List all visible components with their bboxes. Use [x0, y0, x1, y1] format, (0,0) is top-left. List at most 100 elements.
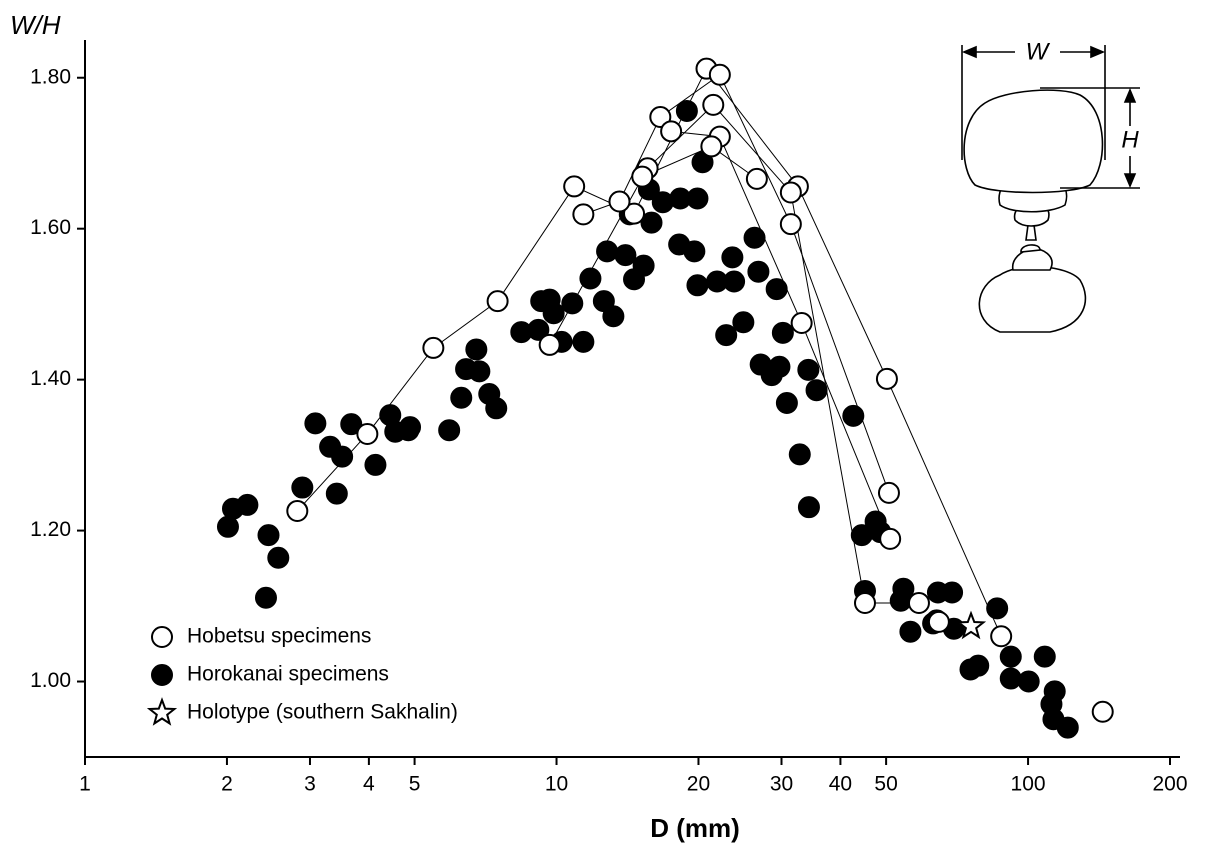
point [999, 645, 1022, 668]
point [438, 419, 461, 442]
x-tick-label: 20 [687, 773, 710, 796]
y-tick-label: 1.80 [30, 65, 71, 88]
point [356, 422, 379, 445]
point [236, 493, 259, 516]
point [1033, 645, 1056, 668]
point [899, 620, 922, 643]
point [291, 476, 314, 499]
point [779, 213, 802, 236]
point [907, 592, 930, 615]
inset-label-bg [1117, 126, 1143, 156]
point [1043, 680, 1066, 703]
inset-shell [963, 89, 1104, 194]
x-tick-label: 40 [829, 773, 852, 796]
point [331, 445, 354, 468]
point [579, 267, 602, 290]
point [465, 338, 488, 361]
point [747, 260, 770, 283]
point [853, 592, 876, 615]
point [986, 597, 1009, 620]
point [723, 270, 746, 293]
point [257, 524, 280, 547]
y-tick-label: 1.60 [30, 216, 71, 239]
x-tick-label: 10 [545, 773, 568, 796]
point [797, 358, 820, 381]
legend-label: Hobetsu specimens [187, 625, 371, 648]
legend-marker [151, 626, 173, 648]
point [538, 333, 561, 356]
point [768, 355, 791, 378]
point [842, 404, 865, 427]
x-tick-label: 2 [221, 773, 233, 796]
x-tick-label: 100 [1011, 773, 1046, 796]
point [623, 202, 646, 225]
inset-label-bg [1015, 40, 1060, 66]
point [572, 330, 595, 353]
point [364, 453, 387, 476]
point [675, 99, 698, 122]
legend-label: Horokanai specimens [187, 663, 389, 686]
inset-w-label: W [1026, 38, 1051, 65]
point [399, 416, 422, 439]
inset-diagram: W H [961, 38, 1143, 333]
point [486, 290, 509, 313]
point [875, 367, 898, 390]
inset-arrowhead [1123, 87, 1137, 189]
point [797, 496, 820, 519]
point [1091, 700, 1114, 723]
point [325, 482, 348, 505]
point [602, 305, 625, 328]
point [941, 581, 964, 604]
x-tick-label: 200 [1152, 773, 1187, 796]
track-line [296, 67, 1002, 637]
point [771, 321, 794, 344]
point [686, 274, 709, 297]
x-tick-label: 50 [874, 773, 897, 796]
x-tick-label: 1 [79, 773, 91, 796]
point [1017, 670, 1040, 693]
point [596, 240, 619, 263]
point [745, 167, 768, 190]
point [732, 311, 755, 334]
x-tick-label: 30 [770, 773, 793, 796]
x-tick-label: 5 [409, 773, 421, 796]
point [999, 667, 1022, 690]
point [779, 181, 802, 204]
y-tick-label: 1.20 [30, 518, 71, 541]
point [340, 413, 363, 436]
y-axis-title: W/H [10, 10, 61, 40]
x-tick-label: 4 [363, 773, 375, 796]
x-axis-title: D (mm) [650, 813, 740, 843]
point [877, 481, 900, 504]
point [700, 135, 723, 158]
point [889, 589, 912, 612]
point [561, 292, 584, 315]
inset-arrowhead [961, 45, 1106, 59]
point [267, 546, 290, 569]
point [640, 211, 663, 234]
inset-h-label: H [1121, 126, 1139, 153]
inset-shell [1020, 244, 1041, 253]
point [721, 246, 744, 269]
point [1056, 716, 1079, 739]
point [631, 165, 654, 188]
point [572, 203, 595, 226]
legend-marker [146, 697, 178, 726]
point [765, 278, 788, 301]
point [879, 527, 902, 550]
y-tick-label: 1.40 [30, 367, 71, 390]
point [927, 610, 950, 633]
legend-label: Holotype (southern Sakhalin) [187, 701, 458, 724]
point [660, 120, 683, 143]
point [563, 175, 586, 198]
legend-marker [151, 664, 173, 686]
point [614, 244, 637, 267]
point [632, 254, 655, 277]
point [967, 654, 990, 677]
point [683, 240, 706, 263]
point [304, 412, 327, 435]
point [422, 336, 445, 359]
point [468, 360, 491, 383]
point [649, 105, 672, 128]
